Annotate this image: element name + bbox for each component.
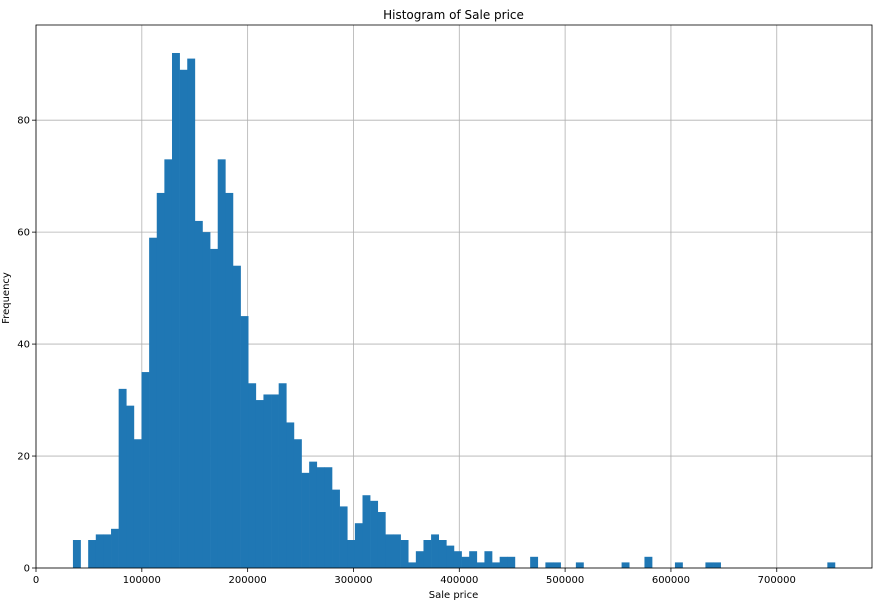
histogram-bar xyxy=(492,562,500,568)
histogram-bar xyxy=(705,562,714,568)
histogram-bar xyxy=(476,562,485,568)
histogram-bar xyxy=(332,489,340,568)
histogram-bar xyxy=(453,551,462,568)
histogram-bar xyxy=(339,506,348,568)
histogram-bar xyxy=(553,562,561,568)
histogram-bar xyxy=(324,467,333,568)
histogram-bar xyxy=(278,383,287,568)
y-tick-label: 60 xyxy=(17,228,30,239)
x-tick-label: 0 xyxy=(33,575,39,586)
histogram-bar xyxy=(149,237,158,568)
histogram-bar xyxy=(469,551,478,568)
y-tick-label: 20 xyxy=(17,452,30,463)
histogram-bar xyxy=(95,534,104,568)
x-tick-label: 500000 xyxy=(546,575,584,586)
histogram-bar xyxy=(309,461,318,568)
histogram-bar xyxy=(392,534,401,568)
histogram-bar xyxy=(194,220,203,568)
histogram-bar xyxy=(713,562,721,568)
histogram-bar xyxy=(133,439,142,568)
histogram-bar xyxy=(827,562,836,568)
x-tick-label: 300000 xyxy=(334,575,372,586)
histogram-bar xyxy=(484,551,493,568)
x-axis-label: Sale price xyxy=(429,590,478,601)
histogram-bar xyxy=(118,388,127,568)
histogram-bar xyxy=(507,556,516,568)
histogram-bar xyxy=(171,52,180,569)
histogram-bar xyxy=(347,540,356,568)
histogram-bar xyxy=(499,556,508,568)
x-tick-label: 600000 xyxy=(652,575,690,586)
histogram-bar xyxy=(217,159,226,568)
histogram-bar xyxy=(225,192,234,568)
histogram-bar xyxy=(263,394,272,568)
histogram-bar xyxy=(156,192,165,568)
histogram-bar xyxy=(210,248,219,568)
bars-group xyxy=(72,52,836,569)
y-tick-label: 80 xyxy=(17,116,30,127)
histogram-bar xyxy=(88,540,97,568)
x-tick-label: 100000 xyxy=(123,575,161,586)
histogram-bar xyxy=(202,232,211,568)
axes-frame xyxy=(35,24,873,569)
histogram-bar xyxy=(316,467,325,568)
histogram-bar xyxy=(408,562,417,568)
histogram-bar xyxy=(232,265,241,568)
histogram-bar xyxy=(545,562,554,568)
y-tick-label: 0 xyxy=(24,564,30,575)
histogram-bar xyxy=(438,540,447,568)
histogram-bar xyxy=(248,383,257,568)
y-axis-label: Frequency xyxy=(1,272,12,324)
histogram-bar xyxy=(141,372,150,568)
histogram-bar xyxy=(370,500,379,568)
histogram-bar xyxy=(423,540,432,568)
histogram-bar xyxy=(575,562,584,568)
histogram-bar xyxy=(644,556,653,568)
histogram-bar xyxy=(164,159,173,568)
histogram-bar xyxy=(240,316,249,568)
histogram-bar xyxy=(431,534,440,568)
histogram-bar xyxy=(126,405,135,568)
histogram-bar xyxy=(111,528,119,568)
histogram-bar xyxy=(400,540,409,568)
histogram-bar xyxy=(179,69,188,568)
histogram-bar xyxy=(362,495,371,568)
histogram-bar xyxy=(187,58,196,569)
histogram-bar xyxy=(446,545,455,568)
histogram-bar xyxy=(271,394,279,568)
ticks-group: 0 100000 200000 300000 400000 500000 600000 700… xyxy=(17,116,796,586)
histogram-bar xyxy=(255,400,264,568)
histogram-bar xyxy=(72,540,81,568)
x-tick-label: 400000 xyxy=(440,575,478,586)
x-tick-label: 700000 xyxy=(758,575,796,586)
histogram-bar xyxy=(293,439,302,568)
histogram-bar xyxy=(674,562,683,568)
histogram-bar xyxy=(301,472,310,568)
histogram-bar xyxy=(377,512,386,568)
histogram-bar xyxy=(286,422,295,568)
y-tick-label: 40 xyxy=(17,340,30,351)
histogram-bar xyxy=(461,556,470,568)
histogram-bar xyxy=(621,562,630,568)
histogram-bar xyxy=(354,523,363,568)
histogram-bar xyxy=(415,551,424,568)
histogram-bar xyxy=(530,556,539,568)
chart-title: Histogram of Sale price xyxy=(383,8,524,22)
x-tick-label: 200000 xyxy=(229,575,267,586)
histogram-bar xyxy=(103,534,112,568)
histogram-bar xyxy=(385,534,394,568)
